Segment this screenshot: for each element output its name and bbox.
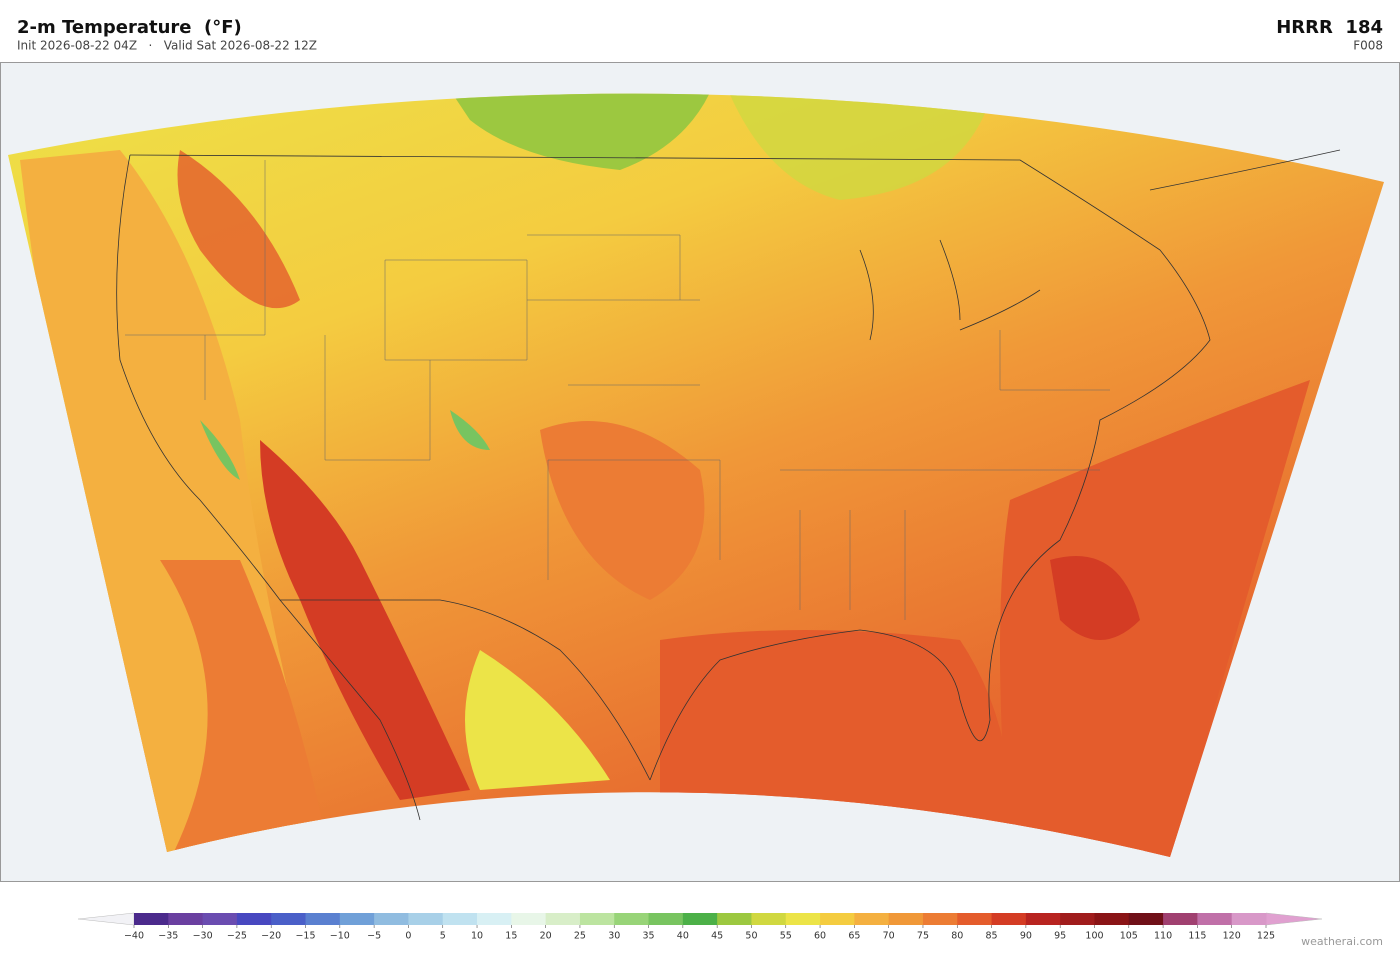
colorbar-label: 25 (574, 931, 586, 942)
colorbar-bin (854, 913, 890, 925)
colorbar-label: 20 (540, 931, 552, 942)
colorbar-bin (545, 913, 581, 925)
colorbar-label: 15 (505, 931, 517, 942)
colorbar-label: 10 (471, 931, 483, 942)
colorbar-bin (477, 913, 512, 925)
colorbar-bin (751, 913, 787, 925)
colorbar-label: 105 (1120, 931, 1138, 942)
colorbar-label: 125 (1257, 931, 1275, 942)
colorbar-label: 55 (780, 931, 792, 942)
colorbar-label: 95 (1054, 931, 1066, 942)
map (0, 62, 1400, 882)
colorbar-over (1265, 912, 1323, 926)
colorbar-bin (1231, 913, 1267, 925)
colorbar-bin (648, 913, 684, 925)
colorbar-bin (236, 913, 272, 925)
colorbar-bin (820, 913, 855, 925)
colorbar-bin (442, 913, 478, 925)
colorbar-bin (888, 913, 924, 925)
colorbar-label: 50 (745, 931, 757, 942)
state-lines (125, 160, 1110, 620)
colorbar-label: −15 (295, 931, 315, 942)
colorbar-bin (1094, 913, 1130, 925)
colorbar-bin (511, 913, 547, 925)
title: 2-m Temperature (°F) (17, 17, 242, 38)
colorbar-label: 35 (642, 931, 654, 942)
colorbar-label: −5 (367, 931, 381, 942)
subtitle: Init 2026-08-22 04Z · Valid Sat 2026-08-… (17, 39, 317, 53)
colorbar-label: 5 (440, 931, 446, 942)
colorbar-bin (991, 913, 1027, 925)
colorbar-bin (614, 913, 650, 925)
colorbar-label: 75 (917, 931, 929, 942)
colorbar-bin (271, 913, 307, 925)
colorbar-label: 90 (1020, 931, 1032, 942)
colorbar-bin (1197, 913, 1233, 925)
colorbar-bin (408, 913, 444, 925)
colorbar-label: −35 (158, 931, 178, 942)
colorbar-bin (922, 913, 958, 925)
colorbar-label: −25 (227, 931, 247, 942)
colorbar-label: 110 (1154, 931, 1172, 942)
colorbar-under (77, 912, 135, 926)
colorbar-label: 60 (814, 931, 826, 942)
colorbar-bin (134, 913, 169, 925)
colorbar-bin (168, 913, 204, 925)
colorbar-bin (202, 913, 238, 925)
colorbar-label: 40 (677, 931, 689, 942)
colorbar-bin (957, 913, 993, 925)
colorbar-bin (717, 913, 752, 925)
colorbar-bin (1025, 913, 1061, 925)
colorbar-bin (1060, 913, 1095, 925)
colorbar-bin (682, 913, 718, 925)
colorbar-label: 85 (986, 931, 998, 942)
colorbar-label: 80 (951, 931, 963, 942)
colorbar-bin (374, 913, 409, 925)
boundaries (116, 149, 1341, 821)
colorbar-label: 70 (883, 931, 895, 942)
colorbar-bin (785, 913, 821, 925)
colorbar-label: −30 (193, 931, 213, 942)
colorbar-label: 115 (1188, 931, 1206, 942)
colorbar-bin (1163, 913, 1198, 925)
colorbar-label: 100 (1085, 931, 1103, 942)
colorbar-bin (339, 913, 375, 925)
colorbar-label: 30 (608, 931, 620, 942)
colorbar-label: 0 (405, 931, 411, 942)
colorbar-label: 120 (1223, 931, 1241, 942)
credit: weatherai.com (1301, 935, 1383, 948)
colorbar-label: −20 (261, 931, 281, 942)
colorbar-bin (1128, 913, 1164, 925)
colorbar-bin (305, 913, 341, 925)
temperature-field (8, 93, 1384, 858)
colorbar-label: −10 (330, 931, 350, 942)
colorbar-bin (579, 913, 615, 925)
colorbar-label: 65 (848, 931, 860, 942)
colorbar-label: 45 (711, 931, 723, 942)
model-label: HRRR 184 (1276, 17, 1383, 38)
colorbar-label: −40 (124, 931, 144, 942)
forecast-hour: F008 (1353, 39, 1383, 53)
colorbar: −40 −35 −30 −25 −20 −15 −10 −5 0 5 10 15 20 25 30 35 40 4… (77, 912, 1323, 942)
